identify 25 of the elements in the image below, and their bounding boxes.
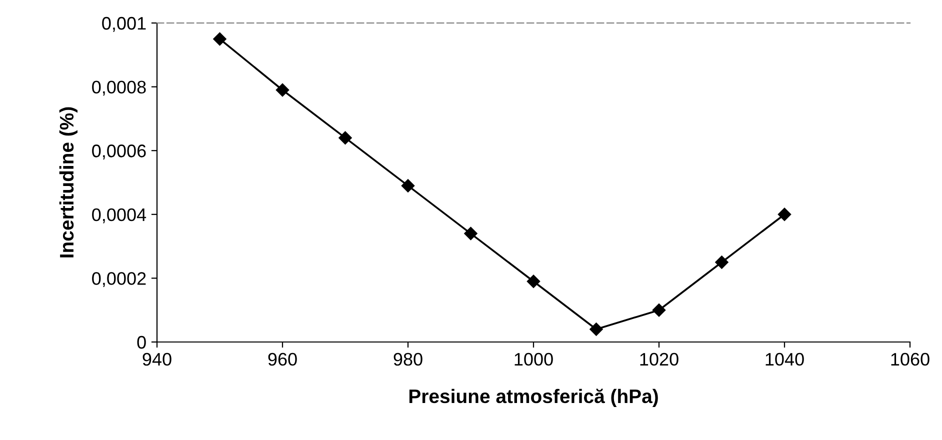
x-tick-label: 1040 [766, 352, 804, 366]
x-tick-label: 960 [268, 352, 297, 366]
point [338, 131, 352, 144]
x-tick-label: 1060 [891, 352, 930, 366]
point [213, 32, 226, 46]
point [526, 274, 540, 288]
x-tick-label: 1000 [514, 352, 553, 366]
point [401, 179, 415, 192]
y-tick-label: 0,0006 [92, 144, 146, 160]
point [652, 304, 666, 317]
y-tick-label: 0 [137, 336, 146, 349]
x-tick-label: 1020 [640, 352, 678, 366]
x-tick-label: 940 [142, 352, 172, 366]
y-tick-label: 0,0004 [92, 208, 146, 224]
point [715, 256, 728, 269]
y-tick-label: 0,0008 [92, 80, 146, 96]
y-axis-title: Incertitudine (%) [59, 107, 78, 258]
y-tick-label: 0,0002 [92, 272, 146, 288]
point [276, 83, 290, 97]
x-tick-label: 980 [394, 352, 422, 366]
point [464, 226, 478, 240]
y-tick-label: 0,001 [102, 16, 146, 32]
x-axis-title: Presiune atmosferică (hPa) [409, 388, 658, 408]
point [778, 208, 792, 221]
point [590, 322, 603, 336]
